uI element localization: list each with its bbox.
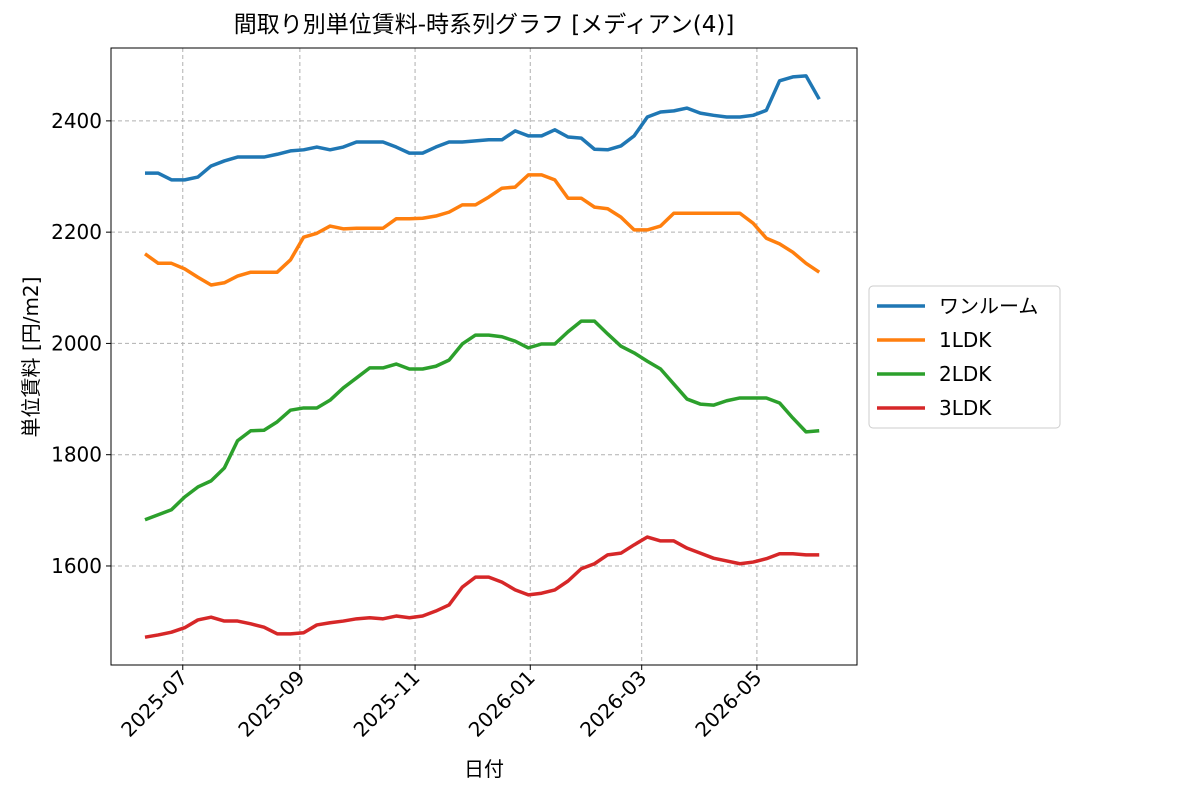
plot-frame — [110, 47, 858, 666]
series-line — [144, 535, 820, 639]
y-tick-label: 1800 — [51, 443, 102, 467]
x-tick-label: 2026-01 — [464, 666, 540, 742]
x-axis-label: 日付 — [464, 757, 504, 781]
y-tick-label: 2200 — [51, 220, 102, 244]
chart-title: 間取り別単位賃料-時系列グラフ [メディアン(4)] — [234, 12, 735, 38]
series-line — [143, 173, 821, 287]
series-line — [144, 319, 820, 522]
x-tick-label: 2025-09 — [233, 666, 309, 742]
x-tick-label: 2025-07 — [116, 666, 192, 742]
legend-label: ワンルーム — [939, 294, 1038, 318]
series-line — [144, 74, 821, 182]
x-tick-label: 2026-03 — [575, 666, 651, 742]
legend-box — [868, 285, 1061, 429]
y-tick-label: 2400 — [51, 109, 102, 133]
legend-label: 1LDK — [939, 328, 992, 352]
y-axis-label: 単位賃料 [円/m2] — [19, 277, 43, 438]
y-tick-label: 2000 — [51, 331, 102, 355]
x-tick-label: 2026-05 — [690, 666, 766, 742]
legend-label: 3LDK — [939, 396, 992, 420]
legend-label: 2LDK — [939, 362, 992, 386]
y-tick-label: 1600 — [51, 554, 102, 578]
x-tick-label: 2025-11 — [349, 666, 425, 742]
